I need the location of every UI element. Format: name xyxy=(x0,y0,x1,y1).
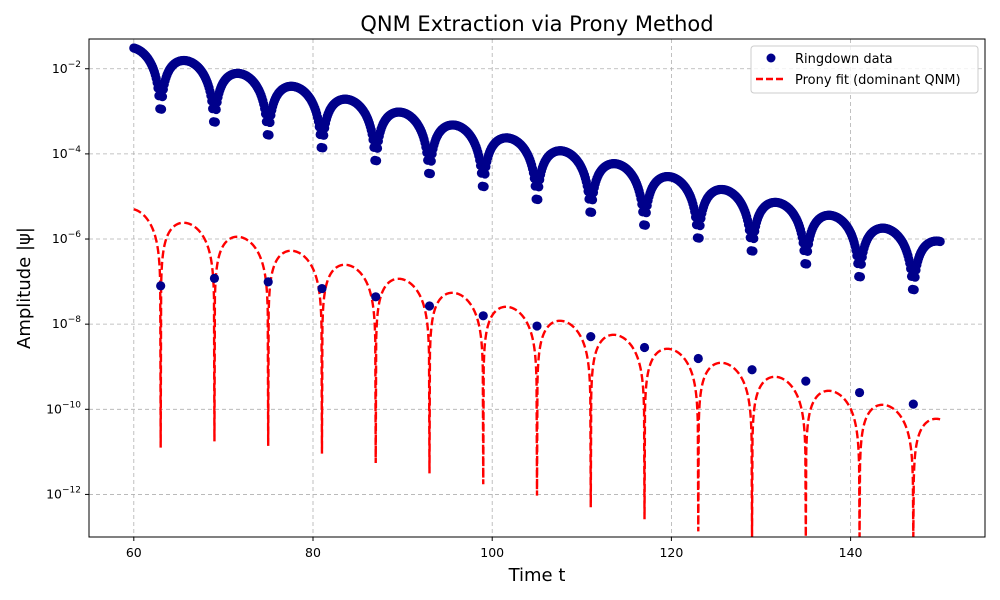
ringdown-point xyxy=(909,285,919,295)
ringdown-point xyxy=(640,220,651,230)
ringdown-point xyxy=(156,281,166,291)
ringdown-point xyxy=(157,92,168,102)
ringdown-point xyxy=(317,283,327,294)
prony-fit-line xyxy=(133,208,941,537)
axes-frame xyxy=(88,38,986,538)
ringdown-point xyxy=(479,181,489,192)
ringdown-point xyxy=(265,117,275,128)
legend-box xyxy=(750,45,979,94)
ringdown-point xyxy=(747,365,757,375)
ringdown-point xyxy=(425,169,435,179)
ringdown-point xyxy=(478,311,488,321)
ringdown-point xyxy=(156,104,167,114)
legend-label-ringdown: Ringdown data xyxy=(795,52,893,67)
chart-title: QNM Extraction via Prony Method xyxy=(360,12,713,36)
plot-area xyxy=(129,43,945,537)
ringdown-point xyxy=(372,156,382,166)
ringdown-point xyxy=(372,143,383,153)
ringdown-point xyxy=(371,292,381,302)
ringdown-point xyxy=(908,399,918,409)
ringdown-point xyxy=(693,353,703,364)
legend-marker-ringdown xyxy=(766,53,776,63)
x-axis-label: Time t xyxy=(508,565,566,586)
ringdown-point xyxy=(534,182,544,192)
ringdown-point xyxy=(533,194,543,205)
ringdown-point xyxy=(426,156,436,166)
ringdown-point xyxy=(209,273,220,284)
plot-series xyxy=(129,43,945,537)
ringdown-point xyxy=(586,332,596,342)
ringdown-point xyxy=(935,236,945,247)
grid xyxy=(89,39,985,537)
ringdown-point xyxy=(480,169,490,179)
ringdown-point xyxy=(694,233,704,243)
ringdown-point xyxy=(210,117,220,127)
ringdown-point xyxy=(264,130,274,140)
x-tick-label: 100 xyxy=(480,545,504,560)
ringdown-point xyxy=(855,272,866,282)
ringdown-point xyxy=(695,221,705,231)
ringdown-point xyxy=(263,277,273,287)
legend: Ringdown data Prony fit (dominant QNM) xyxy=(750,45,979,94)
ringdown-point xyxy=(318,143,328,153)
ringdown-point xyxy=(532,321,542,331)
x-tick-label: 140 xyxy=(839,545,863,560)
ringdown-point xyxy=(856,259,866,269)
ringdown-point xyxy=(801,376,811,386)
ringdown-point xyxy=(854,387,865,398)
y-axis-label: Amplitude |ψ| xyxy=(14,227,35,349)
ringdown-point xyxy=(424,301,435,311)
ringdown-point xyxy=(749,233,759,244)
x-tick-label: 60 xyxy=(126,545,142,560)
ringdown-point xyxy=(587,207,597,217)
legend-label-prony: Prony fit (dominant QNM) xyxy=(795,73,961,88)
ringdown-point xyxy=(639,342,650,353)
ringdown-point xyxy=(802,259,812,269)
x-tick-label: 80 xyxy=(305,545,321,560)
ringdown-point xyxy=(748,246,758,256)
ringdown-point xyxy=(211,104,221,115)
x-tick-label: 120 xyxy=(659,545,683,560)
ringdown-point xyxy=(641,208,651,218)
ringdown-point xyxy=(319,130,329,140)
ringdown-point xyxy=(587,195,598,205)
ringdown-point xyxy=(802,246,813,256)
ringdown-point xyxy=(910,272,920,282)
